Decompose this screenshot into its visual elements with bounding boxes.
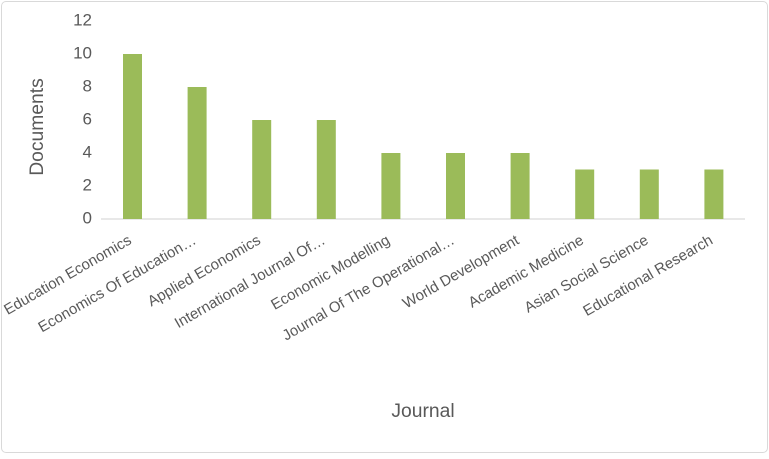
svg-text:12: 12	[73, 11, 92, 30]
svg-text:10: 10	[73, 44, 92, 63]
svg-text:0: 0	[83, 209, 92, 228]
svg-text:6: 6	[83, 110, 92, 129]
svg-text:4: 4	[83, 143, 92, 162]
svg-text:Documents: Documents	[27, 78, 48, 176]
svg-text:2: 2	[83, 176, 92, 195]
svg-text:World Development: World Development	[400, 231, 523, 312]
svg-text:8: 8	[83, 77, 92, 96]
svg-text:Journal: Journal	[391, 401, 454, 422]
